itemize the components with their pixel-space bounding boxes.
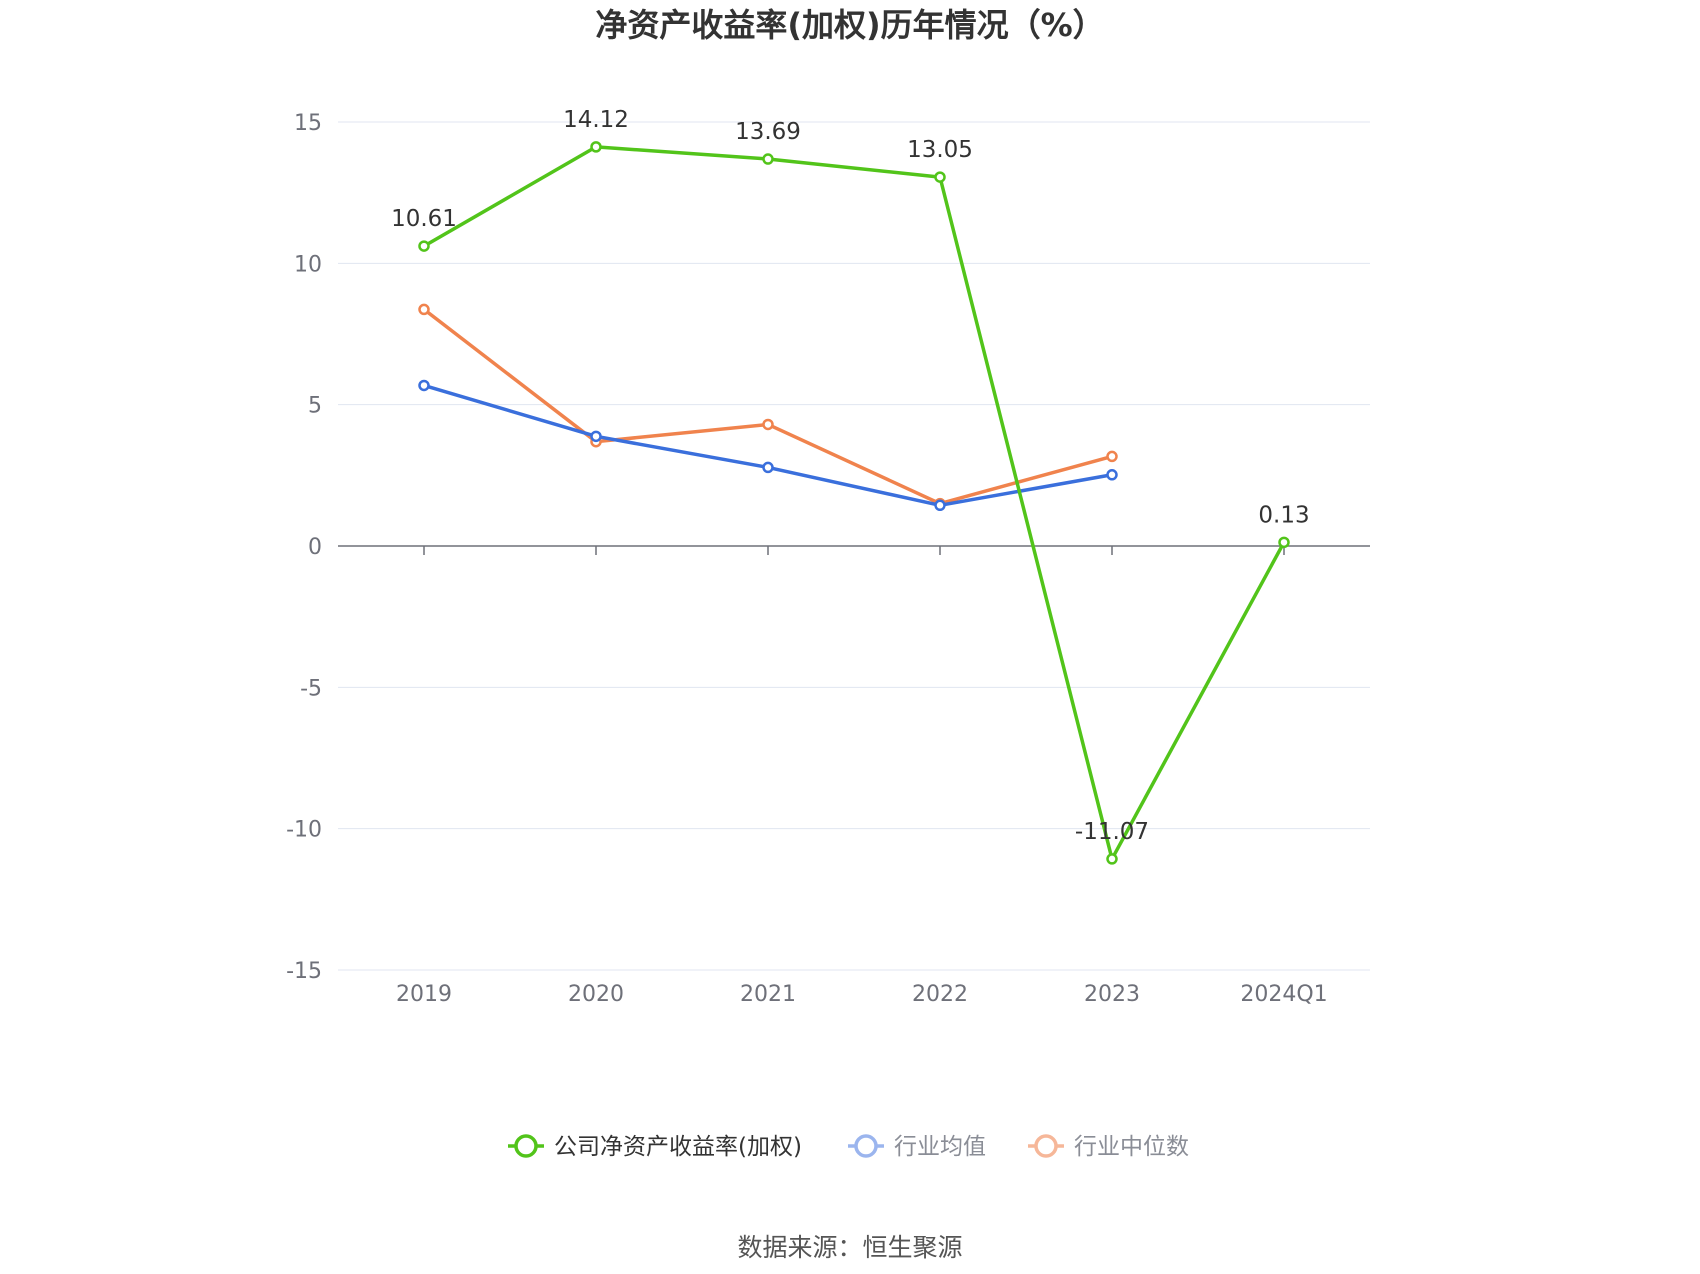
- x-tick-label: 2019: [396, 982, 452, 1007]
- series-2: [418, 303, 1118, 510]
- y-tick-label: -5: [300, 676, 322, 701]
- x-tick-label: 2020: [568, 982, 624, 1007]
- legend-marker: [854, 1134, 878, 1158]
- data-point[interactable]: [1278, 536, 1290, 549]
- legend-item-1[interactable]: 行业均值: [848, 1134, 986, 1160]
- grid-lines: [338, 121, 1370, 971]
- series-0: [418, 141, 1290, 865]
- series-group: [418, 141, 1290, 865]
- data-labels: 10.61 14.12 13.69 13.05 -11.07 0.13: [391, 107, 1310, 845]
- series-line: [423, 145, 1286, 861]
- legend-item-0[interactable]: 公司净资产收益率(加权): [508, 1134, 802, 1160]
- y-tick-label: 5: [308, 394, 322, 419]
- legend-item-2[interactable]: 行业中位数: [1028, 1134, 1189, 1160]
- data-label: 10.61: [391, 206, 457, 232]
- data-point[interactable]: [1106, 469, 1118, 481]
- data-point[interactable]: [1106, 853, 1118, 865]
- data-label: 13.69: [735, 119, 801, 145]
- legend[interactable]: 公司净资产收益率(加权) 行业均值 行业中位数: [508, 1134, 1189, 1160]
- y-tick-label: -15: [286, 959, 322, 984]
- series-1: [418, 379, 1118, 512]
- x-tick-label: 2021: [740, 982, 796, 1007]
- chart-title: 净资产收益率(加权)历年情况（%）: [595, 6, 1104, 44]
- data-point[interactable]: [762, 153, 774, 165]
- x-tick-label: 2023: [1084, 982, 1140, 1007]
- data-point[interactable]: [1106, 450, 1118, 463]
- legend-label: 行业均值: [894, 1134, 986, 1160]
- data-point[interactable]: [590, 430, 602, 443]
- y-tick-label: 15: [294, 111, 322, 136]
- data-point[interactable]: [590, 141, 602, 153]
- x-axis: 2019 2020 2021 2022 2023 2024Q1: [396, 546, 1328, 1007]
- data-label: -11.07: [1075, 819, 1149, 845]
- data-point[interactable]: [762, 461, 774, 474]
- data-label: 14.12: [563, 107, 629, 133]
- y-tick-label: -10: [286, 818, 322, 843]
- legend-marker: [1034, 1134, 1058, 1158]
- x-tick-label: 2022: [912, 982, 968, 1007]
- data-source: 数据来源：恒生聚源: [737, 1233, 962, 1262]
- y-axis: 15 10 5 0 -5 -10 -15: [286, 111, 322, 984]
- legend-label: 行业中位数: [1074, 1134, 1189, 1160]
- legend-marker: [514, 1134, 538, 1158]
- y-tick-label: 0: [308, 535, 322, 560]
- data-point[interactable]: [418, 240, 430, 252]
- data-point[interactable]: [934, 499, 946, 512]
- data-label: 0.13: [1258, 502, 1309, 528]
- data-label: 13.05: [907, 137, 973, 163]
- data-point[interactable]: [418, 379, 430, 392]
- legend-label: 公司净资产收益率(加权): [554, 1134, 802, 1160]
- data-point[interactable]: [418, 303, 430, 316]
- y-tick-label: 10: [294, 252, 322, 277]
- data-point[interactable]: [762, 418, 774, 431]
- x-tick-label: 2024Q1: [1240, 982, 1327, 1007]
- series-line: [422, 308, 1113, 506]
- data-point[interactable]: [934, 171, 946, 183]
